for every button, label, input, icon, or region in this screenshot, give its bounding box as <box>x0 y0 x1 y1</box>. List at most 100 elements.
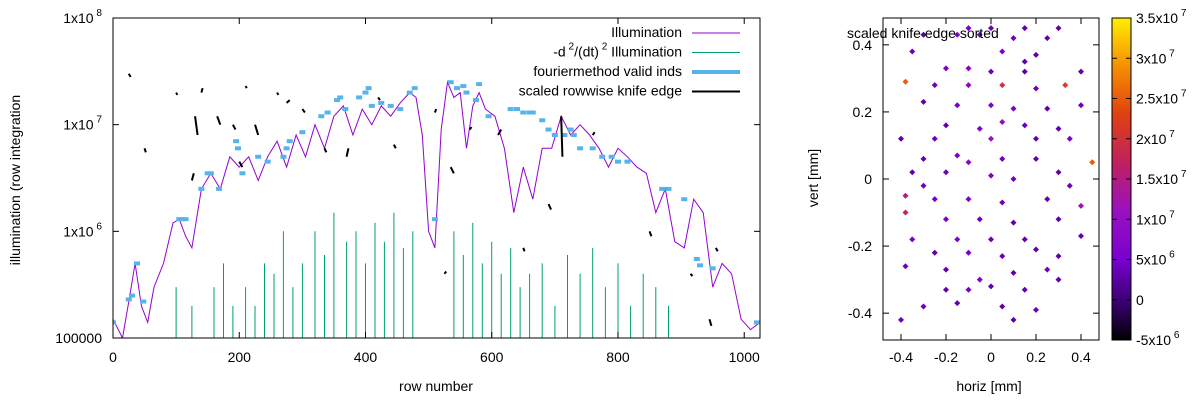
valid-ind-marker <box>140 299 147 304</box>
knife-edge-plot-frame <box>882 17 1100 341</box>
knife-edge-segment <box>276 92 280 96</box>
valid-ind-marker <box>406 90 413 95</box>
scatter-point <box>943 286 949 293</box>
scatter-point <box>1033 85 1039 92</box>
valid-ind-marker <box>570 133 577 138</box>
valid-ind-marker <box>624 159 631 164</box>
valid-ind-marker <box>529 110 536 115</box>
scatter-point <box>898 135 904 142</box>
scatter-point <box>1055 276 1062 283</box>
valid-ind-marker <box>709 266 716 271</box>
valid-ind-marker <box>485 114 492 119</box>
colorbar: 3.5x10 7 3x10 7 2.5x10 7 2x10 7 1.5x10 7 1x10… <box>1111 8 1187 348</box>
scatter-point <box>1062 82 1069 89</box>
scatter-point <box>1055 169 1062 176</box>
valid-ind-marker <box>113 320 116 325</box>
x-tick-label: 0.2 <box>1026 349 1046 365</box>
scatter-point <box>1055 25 1062 32</box>
scatter-point <box>1033 155 1039 162</box>
scatter-point <box>999 48 1006 55</box>
x-tick-label: 0.4 <box>1071 349 1091 365</box>
scatter-point <box>909 48 916 55</box>
valid-ind-marker <box>234 146 241 151</box>
valid-ind-marker <box>447 80 454 85</box>
knife-edge-segment <box>689 273 694 277</box>
scatter-point <box>976 276 983 283</box>
scatter-point <box>943 216 949 223</box>
knife-edge-segment <box>175 92 179 96</box>
valid-ind-marker <box>526 110 533 115</box>
legend-label: -d 2/(dt) 2 Illumination <box>553 42 682 60</box>
scatter-point <box>976 31 983 38</box>
illumination-y-axis-label: illumination (row integration <box>7 95 23 265</box>
scatter-point <box>1055 216 1062 223</box>
knife-edge-segment <box>200 87 204 93</box>
valid-ind-marker <box>614 159 621 164</box>
scatter-point <box>965 25 972 32</box>
illumination-chart: 0 200 400 600 800 1000 100000 1x10 6 1x10 7 1x10 … <box>7 8 761 394</box>
scatter-point <box>943 169 949 176</box>
x-tick-label: 600 <box>480 349 504 365</box>
knife-edge-segment <box>216 115 222 126</box>
scatter-point <box>1055 125 1062 132</box>
knife-edge-segment <box>254 124 260 136</box>
valid-ind-marker <box>176 217 183 222</box>
scatter-point <box>1021 286 1028 293</box>
scatter-point <box>999 118 1006 125</box>
scatter-point <box>988 135 994 142</box>
scatter-point <box>1021 122 1028 129</box>
x-tick-label: 1000 <box>729 349 760 365</box>
knife-edge-segment <box>560 116 564 157</box>
colorbar-tick-label: 1x10 7 <box>1136 209 1175 227</box>
illumination-plot-frame <box>112 17 761 339</box>
illumination-x-axis-label: row number <box>399 378 473 394</box>
valid-ind-marker <box>577 146 584 151</box>
scatter-point <box>902 192 909 199</box>
knife-edge-segment <box>648 230 653 237</box>
scatter-point <box>965 65 972 72</box>
y-tick-label: 100000 <box>55 330 102 346</box>
knife-edge-chart: -0.4 -0.2 0 0.2 0.4 0.4 0.2 0 -0.2 -0.4 scaled kn… <box>805 17 1100 394</box>
scatter-point <box>1078 102 1084 109</box>
valid-ind-marker <box>378 100 385 105</box>
scatter-point <box>920 303 927 310</box>
valid-ind-marker <box>693 257 700 262</box>
x-tick-label: 0 <box>987 349 995 365</box>
knife-edge-segment <box>238 161 244 168</box>
scatter-point <box>954 152 961 159</box>
valid-ind-marker <box>182 217 189 222</box>
knife-edge-segment <box>708 318 713 327</box>
x-tick-label: -0.4 <box>889 349 913 365</box>
scatter-point <box>965 159 972 166</box>
scatter-point <box>1078 233 1084 240</box>
knife-edge-segment <box>377 96 381 101</box>
scatter-point <box>1021 25 1028 32</box>
knife-edge-segment <box>323 147 328 153</box>
scatter-point <box>954 102 961 109</box>
valid-ind-marker <box>334 98 341 103</box>
scatter-point <box>965 249 972 256</box>
scatter-point <box>943 65 949 72</box>
knife-edge-segment <box>522 247 526 252</box>
scatter-point <box>1010 35 1017 42</box>
scatter-point <box>988 283 994 290</box>
y-tick-label: -0.2 <box>848 238 872 254</box>
valid-ind-marker <box>324 110 331 115</box>
scatter-point <box>988 236 994 243</box>
scatter-point <box>988 172 994 179</box>
knife-edge-segment <box>143 148 147 153</box>
valid-ind-marker <box>128 293 135 298</box>
scatter-point <box>988 102 994 109</box>
scatter-point <box>1044 105 1051 112</box>
valid-ind-marker <box>133 261 140 266</box>
scatter-point <box>931 249 938 256</box>
valid-ind-marker <box>337 95 344 100</box>
y-tick-label: -0.4 <box>848 305 872 321</box>
knife-edge-segment <box>393 144 397 149</box>
knife-edge-axis-ticks: -0.4 -0.2 0 0.2 0.4 0.4 0.2 0 -0.2 -0.4 <box>848 18 1099 365</box>
knife-edge-x-axis-label: horiz [mm] <box>956 378 1021 394</box>
scatter-point <box>1066 135 1073 142</box>
scatter-point <box>1044 196 1051 203</box>
valid-ind-marker <box>411 86 418 91</box>
valid-ind-marker <box>659 186 666 191</box>
